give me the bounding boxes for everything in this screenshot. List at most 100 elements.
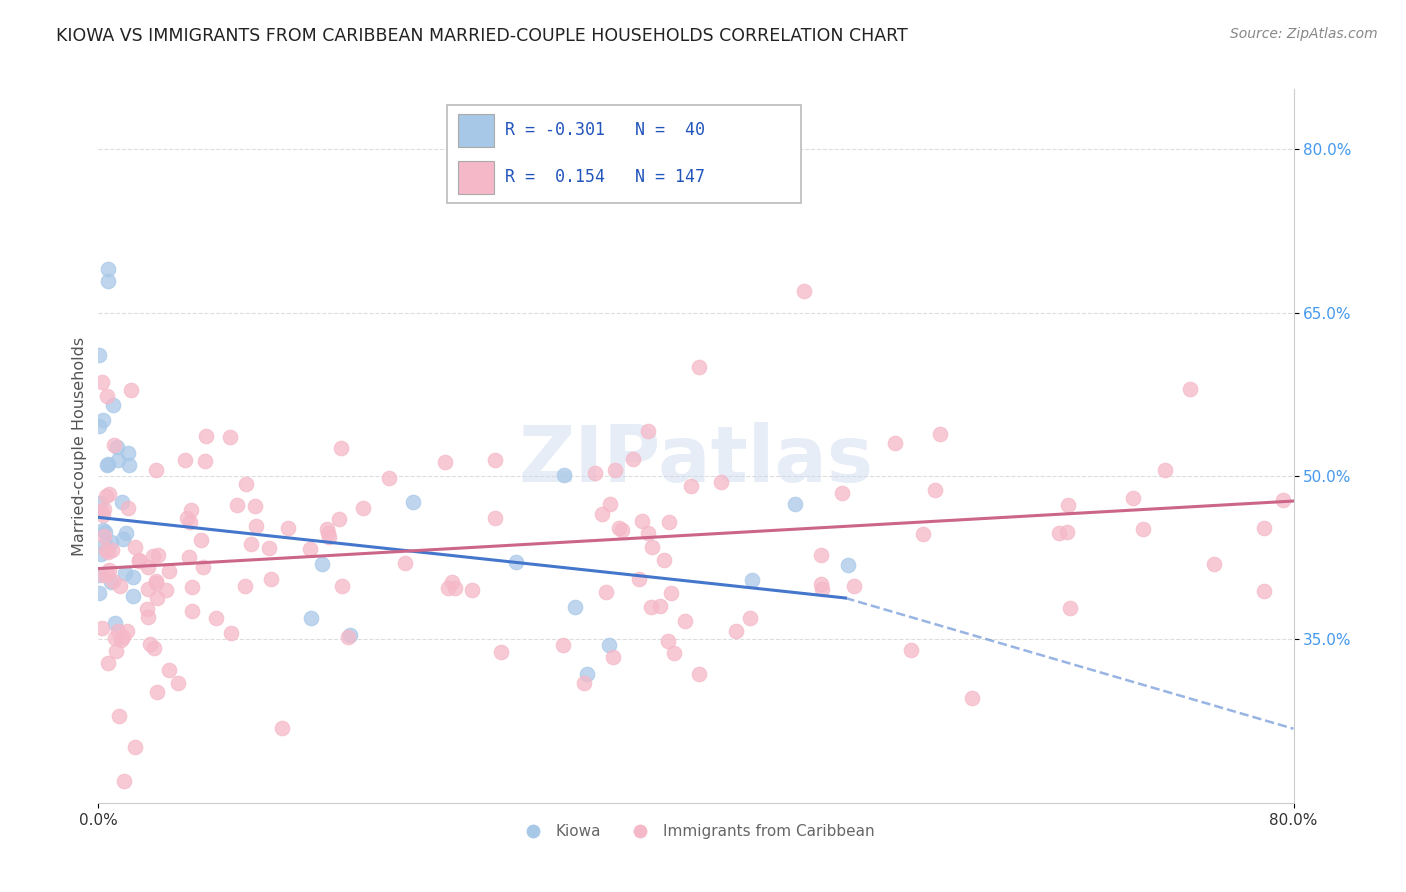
Point xyxy=(105,440,128,454)
Point xyxy=(191,560,214,574)
Point xyxy=(599,498,621,512)
Point xyxy=(93,529,115,543)
Point xyxy=(637,424,659,438)
Point xyxy=(900,643,922,657)
Point xyxy=(124,740,146,755)
Point xyxy=(100,542,122,557)
Legend: Kiowa, Immigrants from Caribbean: Kiowa, Immigrants from Caribbean xyxy=(512,818,880,845)
Point xyxy=(155,582,177,597)
Point xyxy=(673,614,696,628)
Point xyxy=(176,511,198,525)
Point xyxy=(112,774,135,789)
Point xyxy=(662,646,685,660)
Point xyxy=(111,533,134,547)
Point xyxy=(402,495,425,509)
Point xyxy=(924,483,946,497)
Point xyxy=(87,568,110,582)
Point xyxy=(118,458,141,473)
Point xyxy=(157,564,180,578)
Point xyxy=(146,591,169,605)
Bar xyxy=(457,114,494,146)
Point xyxy=(117,445,139,459)
Point xyxy=(299,541,322,556)
Point xyxy=(97,563,120,577)
Point xyxy=(181,604,204,618)
Point xyxy=(110,633,132,648)
Point xyxy=(167,675,190,690)
Point xyxy=(114,566,136,580)
Point xyxy=(810,577,832,591)
Point xyxy=(328,512,350,526)
Point xyxy=(489,645,512,659)
Point xyxy=(97,262,120,277)
Point xyxy=(120,383,142,397)
Point xyxy=(90,504,112,518)
Point xyxy=(884,436,907,450)
Point xyxy=(652,553,675,567)
Point xyxy=(484,511,506,525)
Point xyxy=(437,582,460,596)
Point xyxy=(89,496,111,510)
Point xyxy=(194,454,217,468)
Point xyxy=(107,453,129,467)
Point xyxy=(136,602,159,616)
Point xyxy=(87,418,110,433)
Text: Source: ZipAtlas.com: Source: ZipAtlas.com xyxy=(1230,27,1378,41)
Point xyxy=(810,549,832,563)
Point xyxy=(148,548,170,562)
Point xyxy=(659,586,682,600)
Point xyxy=(612,523,634,537)
Text: KIOWA VS IMMIGRANTS FROM CARIBBEAN MARRIED-COUPLE HOUSEHOLDS CORRELATION CHART: KIOWA VS IMMIGRANTS FROM CARIBBEAN MARRI… xyxy=(56,27,908,45)
Point xyxy=(631,514,654,528)
Point xyxy=(339,628,361,642)
Point xyxy=(96,567,118,582)
Point xyxy=(103,438,125,452)
Point xyxy=(96,458,118,472)
Point xyxy=(97,274,120,288)
Point xyxy=(136,610,159,624)
Point xyxy=(136,559,159,574)
Text: ZIPatlas: ZIPatlas xyxy=(519,422,873,499)
Point xyxy=(98,487,121,501)
Point xyxy=(394,557,416,571)
Point xyxy=(107,624,129,638)
Point xyxy=(97,457,120,471)
Point xyxy=(128,554,150,568)
Point xyxy=(738,610,761,624)
Point xyxy=(128,553,150,567)
Point xyxy=(157,663,180,677)
Point xyxy=(97,657,120,671)
Point xyxy=(108,580,131,594)
Point xyxy=(91,568,114,582)
Text: R = -0.301   N =  40: R = -0.301 N = 40 xyxy=(505,121,704,139)
Point xyxy=(598,638,620,652)
Point xyxy=(104,615,127,630)
Point xyxy=(658,515,681,529)
Point xyxy=(1253,521,1275,535)
Point xyxy=(121,589,143,603)
Point xyxy=(1180,382,1202,396)
Point xyxy=(94,537,117,551)
Point xyxy=(179,549,201,564)
Point xyxy=(688,666,710,681)
Point xyxy=(139,637,162,651)
Y-axis label: Married-couple Households: Married-couple Households xyxy=(72,336,87,556)
Point xyxy=(101,398,124,412)
Point xyxy=(551,638,574,652)
Point xyxy=(831,485,853,500)
Point xyxy=(637,526,659,541)
Point xyxy=(928,427,950,442)
Point xyxy=(124,540,146,554)
Point xyxy=(219,430,242,444)
Point xyxy=(681,479,703,493)
Point xyxy=(111,495,134,509)
Point xyxy=(609,521,631,535)
Point xyxy=(145,574,167,589)
Point xyxy=(640,599,662,614)
Point xyxy=(793,284,815,298)
Point xyxy=(260,572,283,586)
Point xyxy=(591,507,613,521)
Point xyxy=(572,676,595,690)
Point xyxy=(195,429,218,443)
Point xyxy=(962,691,984,706)
